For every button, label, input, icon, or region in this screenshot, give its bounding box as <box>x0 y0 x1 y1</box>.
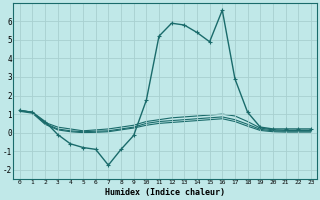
X-axis label: Humidex (Indice chaleur): Humidex (Indice chaleur) <box>105 188 225 197</box>
